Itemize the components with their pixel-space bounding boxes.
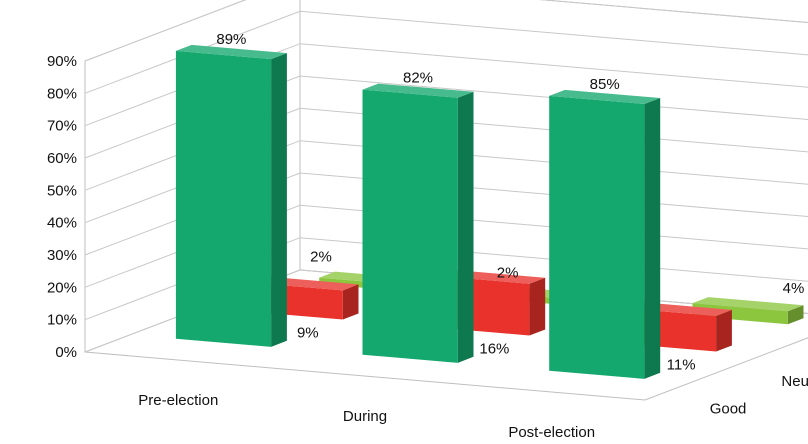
gridline (84, 237, 808, 321)
y-tick-label: 10% (47, 312, 77, 329)
gridline (84, 172, 808, 256)
series-label: Good (710, 400, 747, 417)
bar-top (175, 44, 287, 60)
series-label: Neutral (781, 373, 808, 390)
gridline (84, 269, 808, 353)
data-label: 85% (590, 76, 620, 93)
bar-top (549, 89, 661, 104)
bar-side (787, 305, 804, 325)
gridline (84, 0, 808, 62)
category-label: Pre-election (138, 392, 218, 409)
y-axis-tick-labels: 0% 10% 20% 30% 40% 50% 60% 70% 80% 90% (47, 53, 77, 361)
bar-good-1 (362, 83, 474, 363)
data-label: 2% (310, 249, 332, 266)
gridline (84, 43, 808, 127)
y-tick-label: 50% (47, 182, 77, 199)
y-tick-label: 90% (47, 53, 77, 70)
bar-side (271, 53, 287, 347)
gridline (84, 140, 808, 224)
bar-side (342, 284, 359, 320)
y-tick-label: 30% (47, 247, 77, 264)
category-labels: Pre-election During Post-election (138, 392, 595, 441)
bar-side (716, 309, 732, 352)
y-tick-label: 60% (47, 150, 77, 167)
gridline (84, 107, 808, 191)
data-label: 2% (497, 265, 519, 282)
data-label: 9% (297, 325, 319, 342)
data-label: 4% (783, 280, 805, 297)
series-depth-labels: GoodNeutralPoor (710, 373, 808, 417)
gridline (84, 204, 808, 288)
data-labels: 2% 2% 4% 9% 16% 11% 89% 82% 85% (216, 31, 804, 374)
category-label: Post-election (508, 424, 595, 441)
y-tick-label: 80% (47, 85, 77, 102)
data-label: 11% (667, 357, 696, 374)
gridline (84, 75, 808, 159)
y-tick-label: 70% (47, 118, 77, 135)
data-label: 89% (216, 31, 246, 48)
bar-good-2 (549, 89, 661, 379)
bar-front (175, 50, 272, 347)
bars (175, 44, 804, 379)
data-label: 82% (403, 70, 433, 87)
bar-front (362, 89, 458, 363)
y-tick-label: 0% (55, 344, 77, 361)
bar-side (644, 98, 661, 379)
bar-side (457, 91, 474, 363)
gridlines (84, 0, 808, 353)
bar-good-0 (175, 44, 287, 347)
category-label: During (343, 408, 387, 425)
y-tick-label: 40% (47, 215, 77, 232)
bar-top (362, 83, 474, 98)
bar-front (549, 95, 645, 379)
bar-top (692, 297, 804, 312)
bar-side (529, 277, 546, 336)
bar-front (692, 303, 788, 325)
gridline (84, 10, 808, 94)
bar-poor-2 (692, 297, 804, 325)
y-tick-label: 20% (47, 279, 77, 296)
data-label: 16% (479, 341, 509, 358)
